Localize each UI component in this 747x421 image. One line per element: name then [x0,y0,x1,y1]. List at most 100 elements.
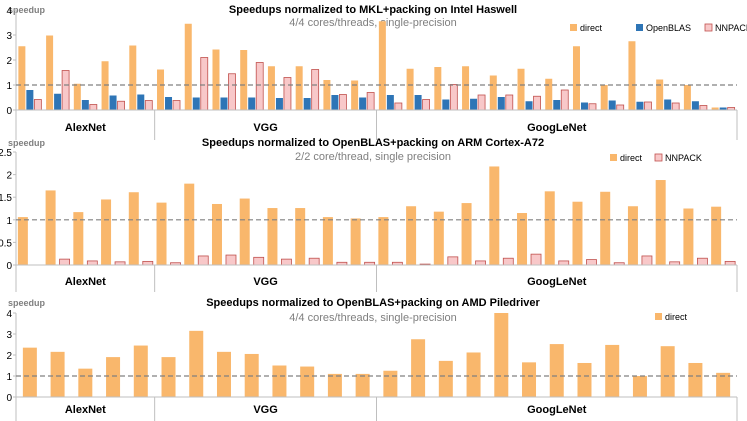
bar-direct-2-18 [522,362,537,397]
y-tick-label-2-1: 1 [6,372,12,383]
legend-swatch-direct-1 [610,154,617,161]
bar-direct-1-5 [156,202,167,265]
bar-nnpack-0-3 [117,100,125,111]
bar-nnpack-0-11 [339,94,347,111]
bar-nnpack-0-16 [477,94,486,111]
bar-openblas-0-6 [192,97,200,110]
category-label-2-2: GoogLeNet [527,404,587,416]
bar-nnpack-0-1 [61,70,70,111]
category-label-0-0: AlexNet [65,122,106,134]
y-tick-label-2-2: 2 [6,351,12,362]
bar-direct-0-7 [212,49,220,110]
bar-nnpack-0-13 [394,102,403,111]
bar-direct-2-25 [716,372,731,397]
legend-label-direct-1: direct [620,153,643,163]
bar-nnpack-0-20 [588,103,597,111]
bar-nnpack-1-19 [558,260,570,266]
bar-direct-2-11 [327,373,342,397]
y-tick-label-0-0: 0 [6,106,12,117]
bar-direct-2-19 [549,344,564,397]
bar-nnpack-0-9 [283,77,292,111]
bar-nnpack-0-12 [366,92,375,111]
legend-label-direct-2: direct [665,312,688,322]
bar-nnpack-0-22 [644,101,652,111]
bar-nnpack-0-17 [505,94,514,111]
bar-openblas-0-19 [553,100,561,110]
bar-nnpack-1-16 [475,260,486,266]
bar-direct-0-11 [323,80,331,110]
legend-swatch-openblas-0 [636,24,643,31]
bar-openblas-0-21 [608,100,616,110]
bar-direct-1-0 [17,217,28,265]
bar-direct-0-4 [129,45,137,110]
bar-direct-2-17 [494,313,509,397]
bar-nnpack-1-4 [142,260,154,266]
y-tick-label-1-0: 0 [6,261,12,272]
bar-nnpack-0-10 [311,69,320,111]
y-tick-label-2-4: 4 [6,309,12,320]
y-tick-label-0-2: 2 [6,56,12,67]
bar-direct-1-13 [378,217,389,265]
bar-nnpack-1-7 [225,254,237,266]
bar-direct-2-16 [466,352,481,397]
bar-openblas-0-4 [137,94,145,110]
bar-direct-2-3 [106,357,121,397]
bar-direct-1-25 [711,206,722,265]
bar-direct-1-24 [683,208,694,265]
bar-nnpack-1-15 [447,256,459,266]
bar-nnpack-1-18 [530,253,542,266]
bar-direct-1-7 [211,203,222,265]
bar-openblas-0-24 [691,101,699,110]
category-label-1-2: GoogLeNet [527,276,587,288]
chart-title-0: Speedups normalized to MKL+packing on In… [229,4,517,16]
bar-nnpack-1-9 [281,258,292,266]
bar-direct-2-12 [355,373,370,397]
legend-label-nnpack-1: NNPACK [665,153,702,163]
bar-direct-0-12 [351,80,359,110]
legend-label-direct-0: direct [580,23,603,33]
y-tick-label-1-2: 1 [6,216,12,227]
bar-nnpack-0-23 [671,102,680,111]
bar-openblas-0-10 [303,98,311,110]
bar-direct-1-21 [600,191,611,265]
bar-nnpack-0-8 [255,62,264,111]
bar-direct-1-16 [461,203,472,265]
y-axis-label-2: speedup [8,298,46,308]
bar-nnpack-0-2 [89,104,98,111]
bar-openblas-0-0 [26,90,34,110]
bar-nnpack-0-7 [228,73,236,111]
category-label-2-1: VGG [253,404,277,416]
bar-direct-2-7 [216,351,231,397]
y-axis-label-1: speedup [8,138,46,148]
legend-swatch-direct-2 [655,313,662,320]
bar-direct-0-14 [406,68,414,110]
bar-direct-2-2 [78,368,93,397]
y-tick-label-1-5: 2.5 [0,148,12,159]
bar-openblas-0-2 [81,100,89,110]
bar-direct-2-10 [300,366,315,397]
bar-direct-0-9 [267,66,275,110]
bar-direct-1-17 [489,166,500,265]
category-label-1-1: VGG [253,276,277,288]
bar-openblas-0-12 [359,97,367,110]
bar-nnpack-1-8 [253,256,265,266]
bar-nnpack-1-24 [697,257,708,266]
bar-direct-1-12 [350,218,361,265]
bar-direct-1-3 [101,199,112,265]
bar-direct-1-23 [655,180,666,265]
bar-direct-2-22 [632,376,647,397]
bar-direct-1-20 [572,201,583,265]
bar-direct-0-0 [18,46,26,110]
bar-direct-0-16 [462,66,470,110]
bar-direct-0-3 [101,61,109,110]
bar-direct-0-2 [73,83,81,110]
y-tick-label-2-3: 3 [6,330,12,341]
bar-openblas-0-5 [165,97,173,110]
bar-direct-1-9 [267,208,278,265]
bar-direct-0-10 [295,66,303,110]
bar-direct-0-19 [545,78,553,110]
bar-direct-0-18 [517,68,525,110]
bar-openblas-0-15 [442,99,450,110]
bar-direct-0-15 [434,67,442,110]
category-label-0-1: VGG [253,122,277,134]
